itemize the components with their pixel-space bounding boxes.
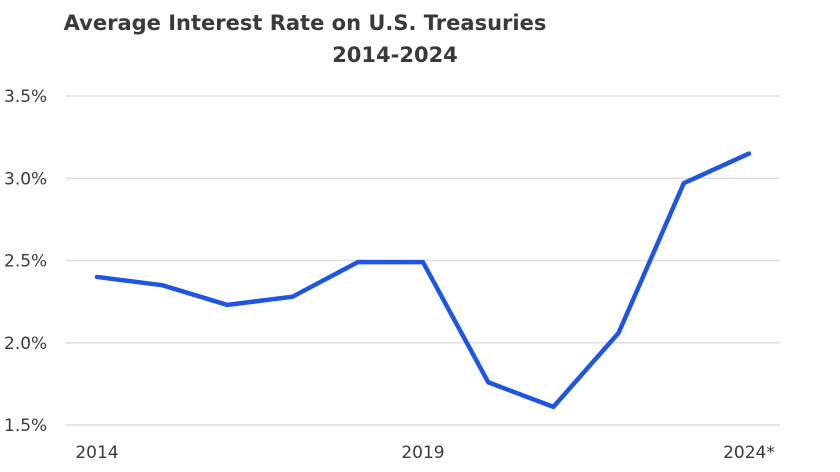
chart-title: Average Interest Rate on U.S. Treasuries bbox=[64, 11, 547, 35]
y-axis-ticks: 1.5% 2.0% 2.5% 3.0% 3.5% bbox=[4, 87, 47, 436]
y-tick-label: 1.5% bbox=[4, 416, 47, 436]
series-line bbox=[94, 151, 752, 410]
y-tick-label: 2.5% bbox=[4, 252, 47, 272]
x-axis-ticks: 2014 2019 2024* bbox=[75, 443, 775, 463]
x-tick-label: 2014 bbox=[75, 443, 118, 463]
y-tick-label: 2.0% bbox=[4, 334, 47, 354]
y-tick-label: 3.5% bbox=[4, 87, 47, 107]
chart-subtitle: 2014-2024 bbox=[332, 43, 458, 67]
series-group bbox=[94, 151, 752, 410]
x-tick-label: 2024* bbox=[723, 443, 775, 463]
x-tick-label: 2019 bbox=[401, 443, 444, 463]
y-tick-label: 3.0% bbox=[4, 169, 47, 189]
